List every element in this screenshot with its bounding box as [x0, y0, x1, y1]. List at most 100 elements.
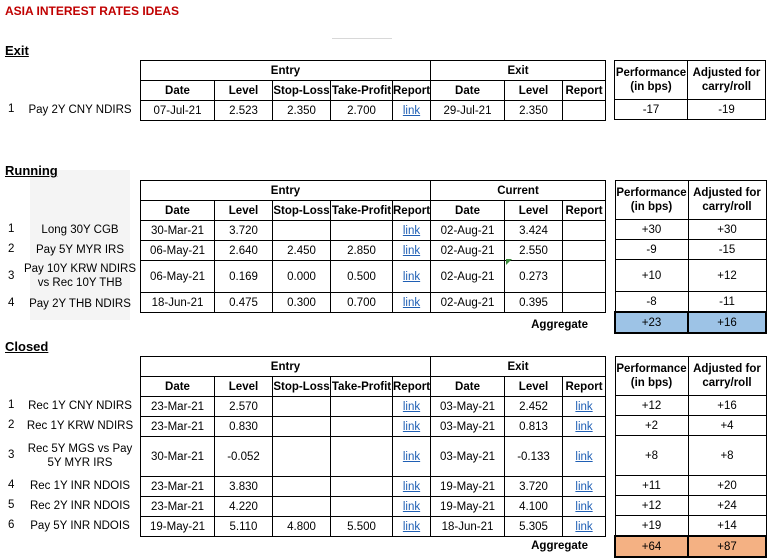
col-entry-date: Date: [140, 376, 215, 397]
section-title-closed: Closed: [5, 339, 49, 354]
exit-report-link[interactable]: link: [575, 450, 593, 463]
col-entry-level: Level: [214, 376, 273, 397]
table-row: 06-May-21 2.640 2.450 2.850 link 02-Aug-…: [140, 240, 607, 261]
adjusted-value: +20: [687, 475, 767, 496]
report-cell: link: [391, 396, 432, 417]
take-profit: [330, 416, 393, 437]
report-link[interactable]: link: [402, 480, 421, 493]
performance-value: +11: [614, 475, 689, 496]
performance-value: +8: [614, 435, 689, 476]
exit-level: 2.452: [504, 396, 564, 417]
row-number: 5: [8, 499, 15, 511]
table-row: 23-Mar-21 2.570 link 03-May-21 2.452 lin…: [140, 396, 607, 417]
entry-level: 3.720: [214, 220, 273, 241]
exit-report-link[interactable]: link: [575, 520, 593, 533]
performance-value: -8: [614, 291, 689, 313]
report-link[interactable]: link: [402, 500, 421, 513]
take-profit: 2.850: [330, 240, 393, 261]
running-aggregate-label: Aggregate: [531, 319, 588, 331]
report-link[interactable]: link: [402, 400, 421, 413]
take-profit: [330, 476, 393, 497]
take-profit: 0.700: [330, 292, 393, 313]
table-row: 23-Mar-21 0.830 link 03-May-21 0.813 lin…: [140, 416, 607, 437]
current-report: [562, 292, 607, 313]
exit-level: 0.813: [504, 416, 564, 437]
entry-level: 0.169: [214, 260, 273, 293]
col-exit-date: Date: [430, 376, 506, 397]
table-row: 30-Mar-21 -0.052 link 03-May-21 -0.133 l…: [140, 436, 607, 477]
exit-header: Exit: [430, 356, 607, 377]
col-stop-loss: Stop-Loss: [272, 376, 331, 397]
col-report: Report: [391, 80, 432, 101]
table-row: 19-May-21 5.110 4.800 5.500 link 18-Jun-…: [140, 516, 607, 537]
col-take-profit: Take-Profit: [330, 80, 393, 101]
report-cell: link: [391, 292, 432, 313]
entry-level: 2.570: [214, 396, 273, 417]
instrument-name: Long 30Y CGB: [41, 224, 119, 236]
adjusted-value: +16: [687, 395, 767, 416]
row-number: 2: [8, 243, 15, 255]
col-exit-report: Report: [562, 80, 607, 101]
exit-report-cell: link: [562, 436, 607, 477]
col-exit-level: Level: [504, 80, 564, 101]
exit-report-link[interactable]: link: [575, 400, 593, 413]
stop-loss: 0.300: [272, 292, 331, 313]
exit-header: Exit: [430, 60, 607, 81]
running-table: Entry Current Date Level Stop-Loss Take-…: [139, 180, 607, 313]
exit-report-cell: link: [562, 476, 607, 497]
report-link[interactable]: link: [402, 520, 421, 533]
report-cell: link: [391, 260, 432, 293]
report-link[interactable]: link: [402, 244, 421, 257]
take-profit: [330, 436, 393, 477]
exit-table: Entry Exit Date Level Stop-Loss Take-Pro…: [139, 60, 607, 121]
exit-date: 29-Jul-21: [430, 100, 506, 121]
take-profit: 2.700: [330, 100, 393, 121]
performance-value: +10: [614, 259, 689, 292]
take-profit: [330, 220, 393, 241]
performance-value: -9: [614, 239, 689, 260]
exit-date: 03-May-21: [430, 416, 506, 437]
col-adjusted: Adjusted for carry/roll: [687, 60, 766, 100]
report-link[interactable]: link: [402, 224, 421, 237]
report-link[interactable]: link: [402, 450, 421, 463]
divider: [332, 38, 392, 39]
current-level: 3.424: [504, 220, 564, 241]
current-report: [562, 260, 607, 293]
instrument-name: Pay 2Y THB NDIRS: [29, 298, 131, 310]
entry-level: 0.830: [214, 416, 273, 437]
report-cell: link: [391, 516, 432, 537]
exit-date: 03-May-21: [430, 436, 506, 477]
report-link[interactable]: link: [402, 296, 421, 309]
entry-date: 06-May-21: [140, 240, 215, 261]
exit-report-link[interactable]: link: [575, 480, 593, 493]
col-report: Report: [391, 200, 432, 221]
stop-loss: [272, 476, 331, 497]
table-row: 06-May-21 0.169 0.000 0.500 link 02-Aug-…: [140, 260, 607, 293]
adjusted-value: +30: [687, 219, 767, 240]
instrument-name: Pay 5Y INR NDOIS: [30, 520, 130, 532]
row-number: 1: [8, 103, 15, 115]
col-entry-date: Date: [140, 80, 215, 101]
exit-report-cell: link: [562, 496, 607, 517]
report-link[interactable]: link: [402, 270, 421, 283]
col-exit-level: Level: [504, 376, 564, 397]
section-title-running: Running: [5, 163, 58, 178]
exit-report-link[interactable]: link: [575, 500, 593, 513]
stop-loss: 0.000: [272, 260, 331, 293]
exit-report-link[interactable]: link: [575, 420, 593, 433]
instrument-name: Pay 5Y MYR IRS: [36, 244, 124, 256]
col-report: Report: [391, 376, 432, 397]
report-link[interactable]: link: [402, 104, 421, 117]
col-current-level: Level: [504, 200, 564, 221]
exit-level: 4.100: [504, 496, 564, 517]
performance-value: +12: [614, 495, 689, 516]
report-link[interactable]: link: [402, 420, 421, 433]
row-number: 3: [8, 270, 15, 282]
col-performance: Performance (in bps): [614, 356, 689, 396]
exit-level: -0.133: [504, 436, 564, 477]
entry-date: 06-May-21: [140, 260, 215, 293]
current-report: [562, 220, 607, 241]
running-aggregate-performance: +23: [614, 311, 689, 334]
stop-loss: [272, 496, 331, 517]
exit-level: 3.720: [504, 476, 564, 497]
